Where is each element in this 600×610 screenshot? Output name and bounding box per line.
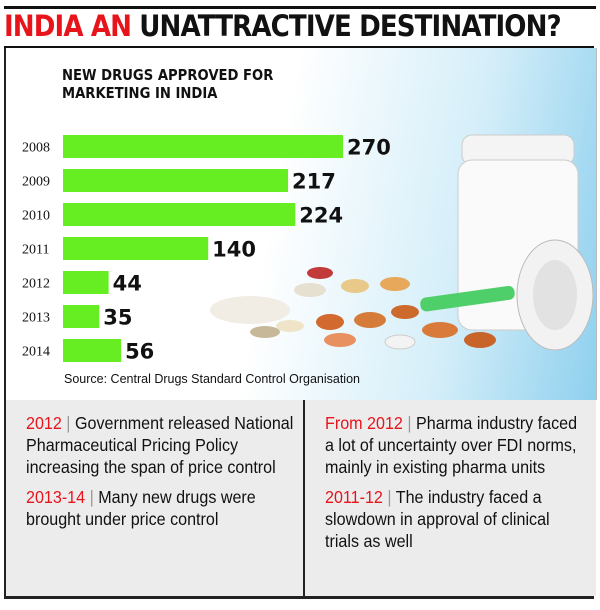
- value-label: 140: [212, 238, 256, 262]
- note-year: 2012: [26, 413, 62, 433]
- value-label: 270: [347, 136, 391, 160]
- bottom-rule: [4, 596, 594, 599]
- bar-2008: [63, 135, 343, 158]
- headline-red: INDIA AN: [4, 9, 132, 43]
- value-label: 224: [299, 204, 343, 228]
- bar-2013: [63, 305, 100, 328]
- value-label: 44: [113, 272, 142, 296]
- note-text: The industry faced a slowdown in approva…: [325, 487, 550, 551]
- bar-2012: [63, 271, 109, 294]
- note-text: Government released National Pharmaceuti…: [26, 413, 294, 477]
- chart-source: Source: Central Drugs Standard Control O…: [64, 372, 360, 386]
- category-label: 2008: [22, 141, 50, 156]
- note-year: From 2012: [325, 413, 403, 433]
- note-year: 2013-14: [26, 487, 86, 507]
- note: 2011-12 | The industry faced a slowdown …: [325, 487, 550, 551]
- bar-chart: 2008 270 2009 217 2010 224 2011 140 2012 44 2013 35…: [22, 134, 594, 364]
- value-label: 56: [125, 340, 154, 364]
- note-text: Many new drugs were brought under price …: [26, 487, 256, 529]
- notes-left: 2012 | Government released National Phar…: [4, 400, 303, 596]
- category-label: 2011: [22, 243, 49, 258]
- category-label: 2010: [22, 209, 50, 224]
- category-label: 2014: [22, 345, 50, 360]
- value-label: 35: [103, 306, 132, 330]
- note: 2013-14 | Many new drugs were brought un…: [26, 487, 256, 529]
- headline-black: UNATTRACTIVE DESTINATION?: [139, 9, 561, 43]
- bar-2011: [63, 237, 209, 260]
- note-text: Pharma industry faced a lot of uncertain…: [325, 413, 578, 477]
- category-label: 2013: [22, 311, 50, 326]
- note: From 2012 | Pharma industry faced a lot …: [325, 413, 578, 477]
- category-label: 2009: [22, 175, 50, 190]
- headline: INDIA AN UNATTRACTIVE DESTINATION?: [4, 8, 562, 44]
- value-label: 217: [292, 170, 336, 194]
- bar-2010: [63, 203, 296, 226]
- pills-illustration: [210, 134, 594, 351]
- note: 2012 | Government released National Phar…: [26, 413, 294, 477]
- category-label: 2012: [22, 277, 50, 292]
- chart-title: NEW DRUGS APPROVED FOR MARKETING IN INDI…: [62, 66, 274, 102]
- bar-2009: [63, 169, 289, 192]
- bar-2014: [63, 339, 122, 362]
- note-year: 2011-12: [325, 487, 383, 507]
- notes-right: From 2012 | Pharma industry faced a lot …: [303, 400, 596, 596]
- headline-rule: [4, 46, 594, 48]
- top-rule: [4, 6, 596, 9]
